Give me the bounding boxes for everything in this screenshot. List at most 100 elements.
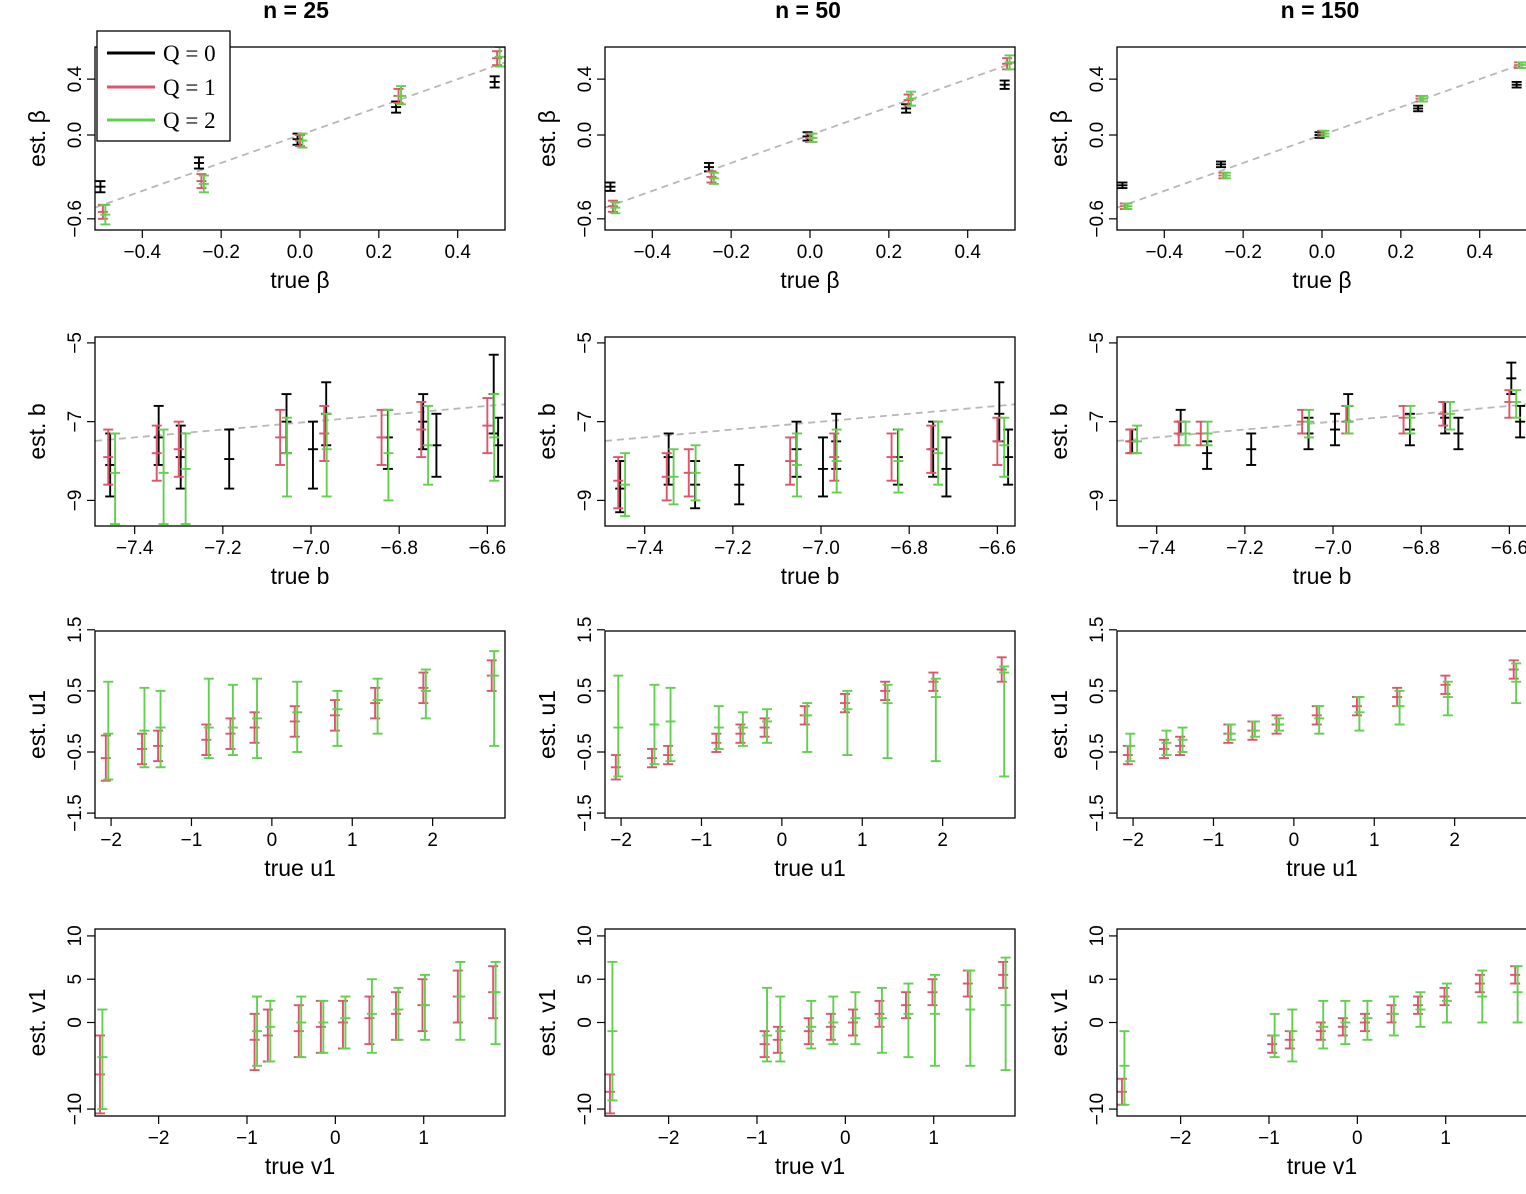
- errorbar-q-2-4: [321, 412, 332, 498]
- errorbar-q-2-3: [713, 705, 724, 750]
- errorbar-q-2-3: [296, 995, 307, 1059]
- marks: [103, 353, 504, 525]
- x-axis-label: true b: [271, 563, 330, 589]
- x-tick-label: 1: [928, 1128, 939, 1149]
- x-tick-label: −7.4: [116, 538, 154, 559]
- errorbar-q-2-1: [252, 995, 263, 1067]
- y-axis-label: est. v1: [24, 989, 50, 1057]
- x-tick-label: −1: [236, 1128, 258, 1149]
- errorbar-q-0-3: [734, 464, 745, 506]
- errorbar-q-2-7: [842, 689, 853, 757]
- errorbar-q-2-7: [903, 982, 914, 1059]
- errorbar-q-2-9: [930, 677, 941, 763]
- x-tick-label: −1: [1258, 1128, 1280, 1149]
- marks: [1125, 361, 1526, 470]
- errorbar-q-1-5: [886, 432, 897, 482]
- x-tick-label: −6.6: [979, 538, 1017, 559]
- y-axis-label: est. β: [24, 110, 50, 167]
- x-tick-label: −7.4: [1138, 538, 1176, 559]
- errorbar-q-1-6: [289, 705, 300, 738]
- errorbar-q-2-3: [1318, 999, 1329, 1050]
- errorbar-q-1-2: [262, 1008, 273, 1063]
- errorbar-q-1-5: [376, 408, 387, 466]
- errorbar-q-2-2: [297, 132, 308, 149]
- errorbar-q-2-10: [490, 960, 501, 1046]
- reference-line: [95, 403, 505, 442]
- marks: [95, 960, 501, 1115]
- plot-frame: [604, 336, 1016, 527]
- errorbar-q-2-0: [1119, 1030, 1130, 1106]
- errorbar-q-1-2: [1284, 1030, 1295, 1050]
- errorbar-q-1-9: [418, 671, 429, 705]
- errorbar-q-0-5: [1329, 412, 1340, 447]
- marks: [610, 656, 1010, 781]
- x-tick-label: 1: [857, 830, 868, 851]
- errorbar-q-2-0: [613, 674, 624, 778]
- errorbar-q-0-8: [418, 393, 429, 451]
- y-tick-label: −5: [575, 332, 596, 354]
- errorbar-q-0-5: [817, 436, 828, 498]
- errorbar-q-0-9: [941, 436, 952, 498]
- y-tick-label: −7: [575, 411, 596, 433]
- y-tick-label: 5: [65, 974, 86, 985]
- errorbar-q-2-4: [227, 683, 238, 757]
- errorbar-q-1-0: [103, 428, 114, 486]
- errorbar-q-1-6: [364, 995, 375, 1046]
- errorbar-q-2-10: [1000, 956, 1011, 1072]
- y-axis-label: est. b: [1046, 403, 1072, 459]
- errorbar-q-2-0: [1125, 732, 1136, 763]
- y-axis-label: est. u1: [1046, 690, 1072, 759]
- errorbar-q-2-4: [1249, 720, 1260, 738]
- errorbar-q-1-7: [482, 397, 493, 455]
- y-tick-label: 5: [1087, 974, 1108, 985]
- x-tick-label: −0.4: [634, 242, 672, 263]
- errorbar-q-1-10: [996, 656, 1007, 683]
- errorbar-q-1-9: [962, 969, 973, 998]
- y-tick-label: −0.6: [65, 200, 86, 238]
- errorbar-q-1-4: [492, 50, 503, 67]
- x-tick-label: −0.4: [124, 242, 162, 263]
- plot-frame: [1116, 336, 1526, 527]
- errorbar-q-1-2: [153, 729, 164, 763]
- x-axis-label: true v1: [265, 1153, 335, 1179]
- x-axis-label: true u1: [1286, 855, 1358, 881]
- y-axis-label: est. β: [1046, 110, 1072, 167]
- y-tick-label: 10: [575, 925, 596, 946]
- errorbar-q-2-7: [1354, 696, 1365, 732]
- errorbar-q-2-10: [489, 650, 500, 747]
- errorbar-q-2-9: [455, 960, 466, 1041]
- errorbar-q-0-10: [994, 381, 1005, 443]
- errorbar-q-2-2: [1202, 420, 1213, 447]
- x-tick-label: −2: [1170, 1128, 1192, 1149]
- y-tick-label: −9: [1087, 490, 1108, 512]
- legend-label-q1: Q = 1: [163, 75, 216, 100]
- errorbar-q-2-4: [828, 995, 839, 1046]
- x-tick-label: 0.0: [287, 242, 313, 263]
- errorbar-q-1-4: [825, 1012, 836, 1041]
- errorbar-q-2-4: [831, 428, 842, 494]
- legend: Q = 0 Q = 1 Q = 2: [96, 30, 231, 142]
- x-tick-label: 0: [1352, 1128, 1363, 1149]
- errorbar-q-1-5: [337, 999, 348, 1050]
- errorbar-q-2-0: [1122, 202, 1133, 210]
- x-tick-label: −6.8: [1402, 538, 1440, 559]
- errorbar-q-1-4: [1337, 1017, 1348, 1037]
- errorbar-q-2-0: [110, 432, 121, 525]
- x-tick-label: 0: [777, 830, 788, 851]
- legend-label-q0: Q = 0: [163, 41, 216, 66]
- errorbar-q-2-8: [929, 973, 940, 1067]
- errorbar-q-2-0: [610, 201, 621, 215]
- errorbar-q-2-4: [1340, 999, 1351, 1046]
- y-tick-label: −0.6: [1087, 200, 1108, 238]
- marks: [613, 381, 1014, 518]
- y-axis-label: est. v1: [1046, 989, 1072, 1057]
- errorbar-q-2-2: [690, 444, 701, 502]
- errorbar-q-2-1: [198, 174, 209, 194]
- errorbar-q-1-3: [201, 723, 212, 757]
- errorbar-q-2-3: [282, 416, 293, 498]
- errorbar-q-2-6: [1388, 995, 1399, 1037]
- x-tick-label: 0.4: [954, 242, 981, 263]
- errorbar-q-1-1: [137, 732, 148, 766]
- x-tick-label: −7.0: [1314, 538, 1352, 559]
- x-tick-label: 0: [1289, 830, 1300, 851]
